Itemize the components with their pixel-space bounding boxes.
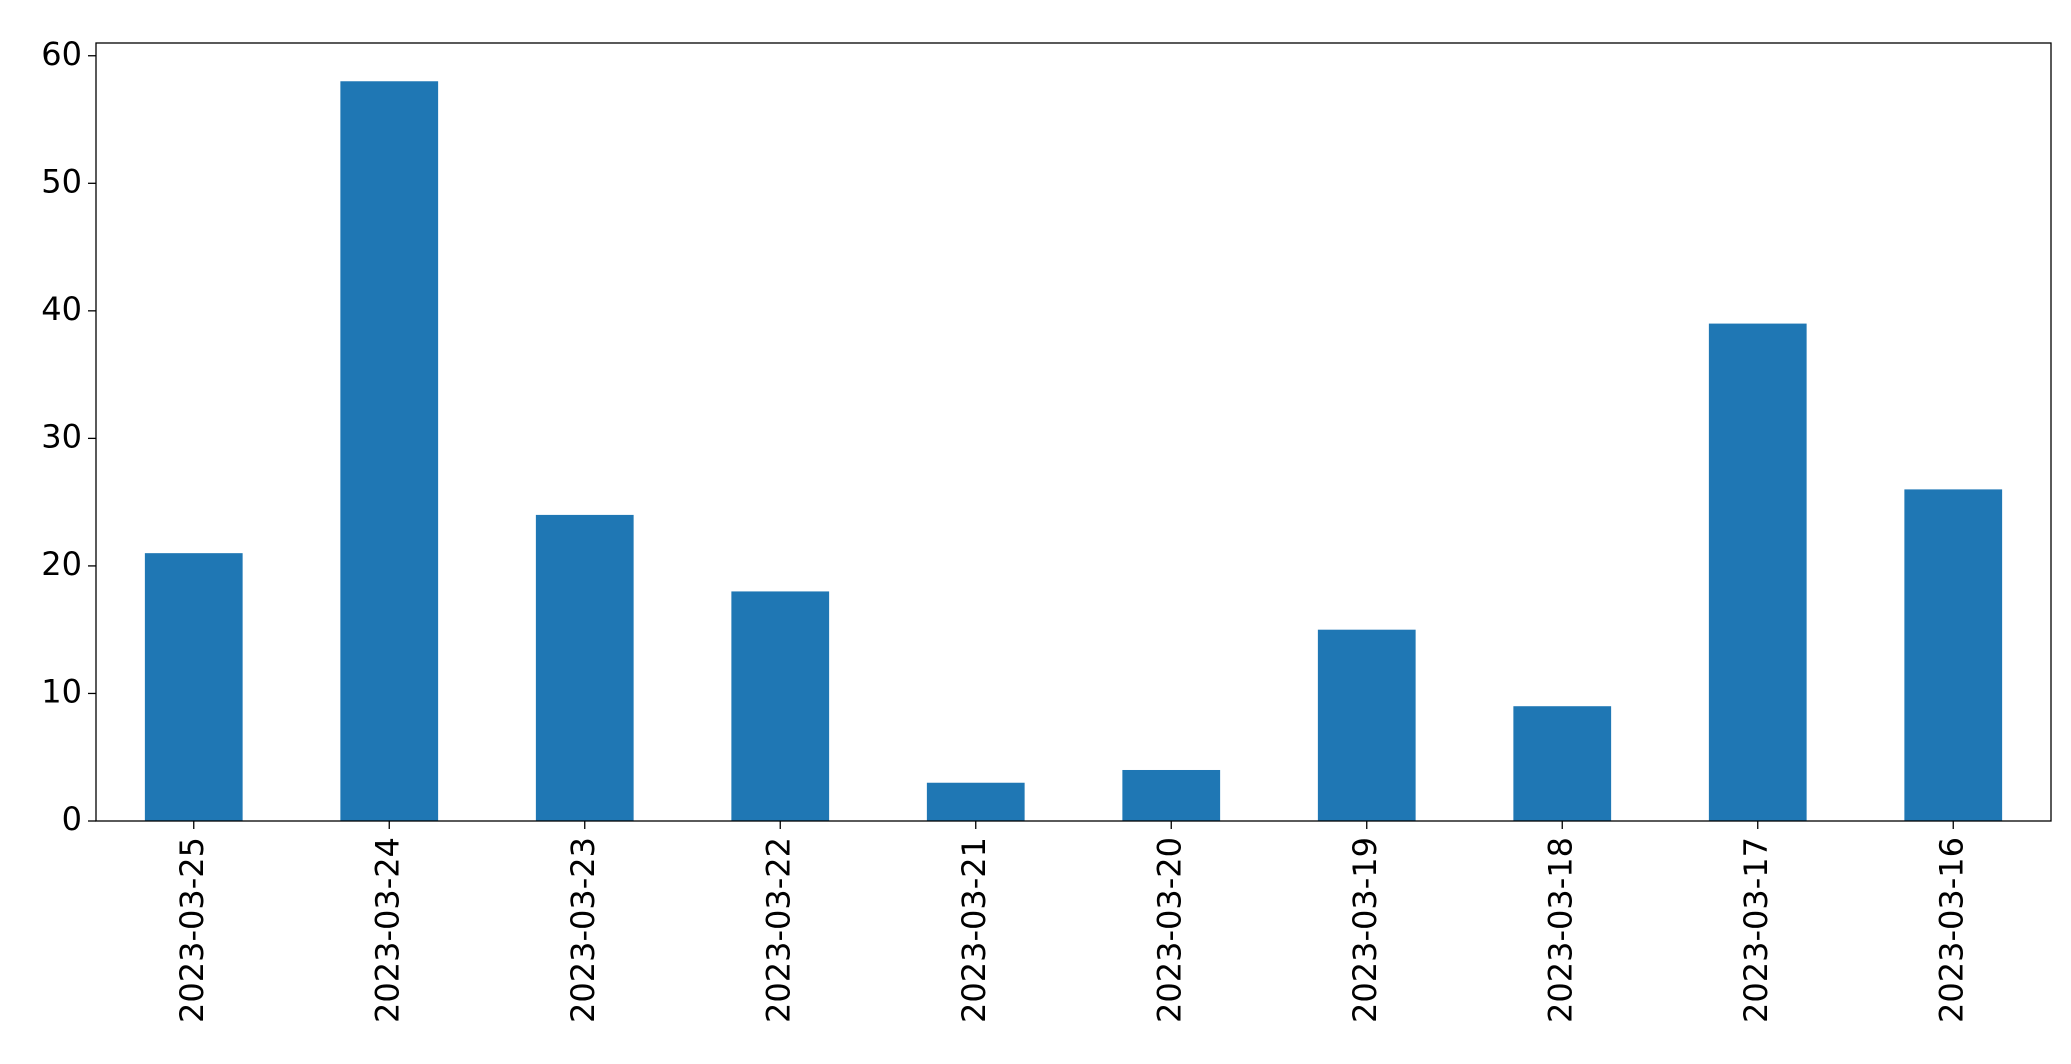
x-tick-label: 2023-03-20 xyxy=(1150,837,1188,1023)
x-tick-label: 2023-03-18 xyxy=(1541,837,1579,1023)
y-tick-label: 0 xyxy=(62,800,82,838)
y-tick-label: 20 xyxy=(41,545,82,583)
x-tick-label: 2023-03-25 xyxy=(173,837,211,1023)
bar xyxy=(535,514,634,821)
x-tick-label: 2023-03-21 xyxy=(955,837,993,1023)
axes-frame xyxy=(95,42,2052,822)
y-tick-label: 30 xyxy=(41,417,82,455)
bar xyxy=(1513,706,1612,821)
x-tick-label: 2023-03-19 xyxy=(1346,837,1384,1023)
bar xyxy=(144,553,243,821)
x-tick-label: 2023-03-17 xyxy=(1737,837,1775,1023)
y-tick-label: 40 xyxy=(41,290,82,328)
x-tick-label: 2023-03-23 xyxy=(564,837,602,1023)
bar xyxy=(1122,769,1221,821)
bar xyxy=(926,782,1025,821)
bar xyxy=(1708,323,1807,821)
bar xyxy=(340,81,439,821)
bar xyxy=(1317,629,1416,821)
y-tick-label: 60 xyxy=(41,35,82,73)
y-tick-label: 50 xyxy=(41,162,82,200)
bar xyxy=(1904,489,2003,821)
x-tick-label: 2023-03-22 xyxy=(759,837,797,1023)
x-tick-label: 2023-03-24 xyxy=(368,837,406,1023)
x-tick-label: 2023-03-16 xyxy=(1932,837,1970,1023)
bar xyxy=(731,591,830,821)
y-tick-label: 10 xyxy=(41,672,82,710)
